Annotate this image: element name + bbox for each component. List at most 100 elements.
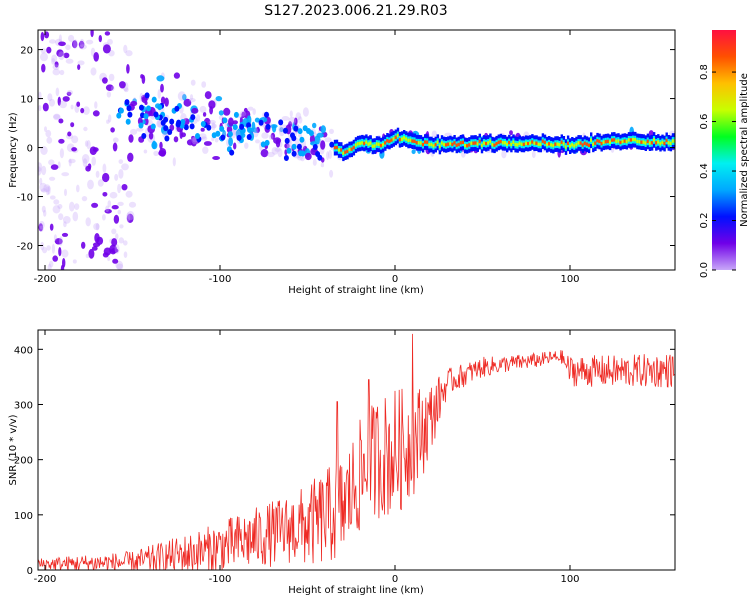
- spectrogram-cell: [68, 158, 72, 167]
- spectrogram-cell: [126, 64, 130, 74]
- spectrogram-cell: [88, 248, 95, 259]
- spectrogram-cell: [274, 147, 281, 152]
- spectrogram-cell: [289, 110, 293, 118]
- spectrogram-cell: [38, 223, 43, 232]
- spectrogram-cell: [51, 243, 56, 254]
- spectrogram-ridge: [352, 145, 356, 150]
- spectrogram-ridge: [661, 140, 664, 145]
- spectrogram-cell: [85, 165, 91, 172]
- spectrogram-cell: [258, 119, 264, 126]
- spectrogram-cell: [84, 140, 89, 147]
- spectrogram-cell: [57, 204, 63, 209]
- spectrogram-cell: [95, 170, 100, 178]
- spectrogram-cell: [153, 111, 159, 118]
- spectrogram-cell: [123, 240, 128, 246]
- spectrogram-cell: [172, 157, 176, 167]
- spectrogram-cell: [271, 147, 279, 155]
- spectrogram-ridge: [575, 142, 578, 147]
- spectrogram-cell: [58, 247, 62, 257]
- spectrogram-ridge: [333, 145, 337, 150]
- spectrogram-cell: [47, 93, 53, 102]
- spectrogram-ridge: [587, 143, 591, 147]
- spectrogram-ridge: [652, 138, 656, 142]
- spectrogram-cell: [244, 142, 249, 149]
- spectrogram-ridge: [497, 140, 500, 144]
- spectrogram-cell: [250, 127, 257, 133]
- spectrogram-ridge: [577, 141, 580, 145]
- x-tick-label: -200: [34, 574, 57, 585]
- spectrogram-ridge: [361, 141, 364, 145]
- spectrogram-marks: [38, 30, 675, 270]
- spectrogram-ridge: [516, 143, 519, 147]
- spectrogram-ridge: [585, 142, 589, 146]
- spectrogram-cell: [317, 154, 323, 161]
- spectrogram-cell: [241, 111, 246, 119]
- spectrogram-cell: [218, 110, 224, 116]
- spectrogram-cell: [86, 140, 91, 150]
- spectrogram-ridge: [524, 141, 528, 145]
- spectrogram-ridge: [442, 142, 446, 147]
- spectrogram-cell: [40, 241, 45, 251]
- spectrogram-ridge: [388, 139, 391, 144]
- spectrogram-cell: [51, 54, 58, 63]
- spectrogram-cell: [531, 150, 536, 158]
- spectrogram-cell: [67, 131, 72, 137]
- spectrogram-ridge: [606, 139, 610, 144]
- spectrogram-cell: [254, 117, 260, 123]
- spectrogram-cell: [208, 100, 216, 109]
- spectrogram-cell: [93, 223, 100, 231]
- spectrogram-cell: [112, 137, 119, 143]
- spectrogram-cell: [111, 205, 119, 210]
- spectrogram-ridge: [424, 140, 427, 144]
- spectrogram-cell: [173, 72, 180, 79]
- spectrogram-cell: [58, 51, 65, 61]
- y-tick-label: -20: [17, 242, 33, 253]
- spectrogram-cell: [256, 126, 260, 133]
- spectrogram-ridge: [518, 141, 521, 145]
- spectrogram-ridge: [457, 142, 460, 147]
- y-tick-label: 0: [27, 566, 33, 577]
- spectrogram-cell: [111, 228, 117, 235]
- spectrogram-cell: [91, 156, 96, 166]
- spectrogram-cell: [160, 96, 166, 105]
- spectrogram-cell: [283, 127, 288, 134]
- spectrogram-ridge: [579, 141, 582, 145]
- spectrogram-ridge: [611, 138, 614, 142]
- spectrogram-cell: [127, 111, 133, 118]
- spectrogram-ridge: [363, 141, 366, 146]
- spectrogram-ridge: [461, 140, 465, 144]
- spectrogram-frame: [37, 29, 676, 271]
- spectrogram-cell: [411, 149, 416, 155]
- spectrogram-cell: [139, 104, 144, 111]
- spectrogram-ridge: [335, 145, 339, 150]
- spectrogram-cell: [98, 35, 103, 43]
- spectrogram-ridge: [508, 140, 511, 145]
- spectrogram-cell: [74, 203, 80, 211]
- spectrogram-cell: [253, 127, 259, 138]
- spectrogram-cell: [247, 106, 254, 111]
- spectrogram-cell: [246, 134, 252, 140]
- spectrogram-cell: [93, 52, 99, 62]
- spectrogram-cell: [51, 58, 56, 65]
- spectrogram-ridge: [459, 141, 463, 145]
- spectrogram-cell: [41, 63, 46, 73]
- spectrogram-ridge: [646, 139, 650, 144]
- spectrogram-cell: [236, 134, 242, 141]
- spectrogram-cell: [329, 141, 335, 148]
- spectrogram-cell: [57, 161, 61, 169]
- spectrogram-ridge: [543, 140, 547, 145]
- spectrogram-ridge: [560, 140, 563, 144]
- spectrogram-cell: [97, 179, 104, 187]
- spectrogram-cell: [116, 263, 124, 270]
- spectrogram-cell: [177, 91, 186, 101]
- spectrogram-cell: [183, 124, 189, 131]
- spectrogram-cell: [47, 186, 51, 195]
- spectrogram-cell: [102, 172, 110, 183]
- spectrogram-cell: [501, 150, 507, 159]
- spectrogram-cell: [302, 107, 309, 117]
- x-tick-label: 100: [560, 274, 579, 285]
- spectrogram-ridge: [438, 144, 442, 149]
- spectrogram-cell: [312, 122, 317, 129]
- spectrogram-ridge: [400, 137, 404, 141]
- spectrogram-cell: [291, 135, 297, 142]
